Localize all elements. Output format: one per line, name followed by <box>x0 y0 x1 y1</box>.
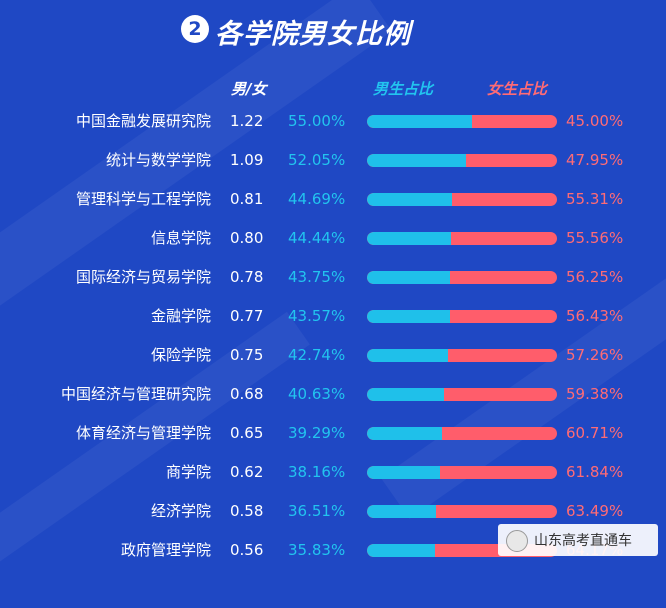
male-bar-segment <box>367 505 437 518</box>
male-bar-segment <box>367 544 436 557</box>
male-bar-segment <box>367 271 451 284</box>
male-percentage-label: 43.75% <box>288 268 346 286</box>
ratio-value: 0.75 <box>230 346 264 364</box>
college-name: 体育经济与管理学院 <box>75 424 211 442</box>
ratio-value: 0.58 <box>230 502 264 520</box>
female-bar-segment <box>367 115 557 128</box>
female-bar-segment <box>367 388 557 401</box>
female-percentage-label: 59.38% <box>566 385 624 403</box>
female-percentage-label: 55.31% <box>566 190 624 208</box>
chart-row: 金融学院 0.77 43.57% 56.43% <box>0 306 666 344</box>
section-number-badge: 2 <box>181 15 209 43</box>
male-percentage-label: 44.69% <box>288 190 346 208</box>
chart-title: 各学院男女比例 <box>215 19 411 50</box>
wechat-icon <box>506 530 528 552</box>
ratio-value: 1.09 <box>230 151 264 169</box>
college-name: 政府管理学院 <box>120 541 211 559</box>
male-bar-segment <box>367 388 445 401</box>
male-bar-segment <box>367 427 442 440</box>
college-name: 统计与数学学院 <box>105 151 211 169</box>
watermark-text: 山东高考直通车 <box>534 533 632 549</box>
female-bar-segment <box>367 193 557 206</box>
chart-row: 国际经济与贸易学院 0.78 43.75% 56.25% <box>0 267 666 305</box>
chart-row: 商学院 0.62 38.16% 61.84% <box>0 462 666 500</box>
male-bar-segment <box>367 310 450 323</box>
college-name: 保险学院 <box>150 346 211 364</box>
female-percentage-label: 56.25% <box>566 268 624 286</box>
male-bar-segment <box>367 232 452 245</box>
male-bar-segment <box>367 115 472 128</box>
chart-row: 统计与数学学院 1.09 52.05% 47.95% <box>0 150 666 188</box>
male-percentage-label: 43.57% <box>288 307 346 325</box>
chart-row: 中国金融发展研究院 1.22 55.00% 45.00% <box>0 111 666 149</box>
college-name: 商学院 <box>165 463 211 481</box>
male-percentage-label: 35.83% <box>288 541 346 559</box>
male-bar-segment <box>367 349 449 362</box>
female-percentage-label: 63.49% <box>566 502 624 520</box>
ratio-value: 0.80 <box>230 229 264 247</box>
female-percentage-label: 56.43% <box>566 307 624 325</box>
male-bar-segment <box>367 154 466 167</box>
female-percentage-label: 47.95% <box>566 151 624 169</box>
college-name: 信息学院 <box>150 229 211 247</box>
female-bar-segment <box>367 310 557 323</box>
female-percentage-label: 61.84% <box>566 463 624 481</box>
female-percentage-label: 60.71% <box>566 424 624 442</box>
college-name: 中国经济与管理研究院 <box>60 385 211 403</box>
chart-row: 中国经济与管理研究院 0.68 40.63% 59.38% <box>0 384 666 422</box>
chart-row: 体育经济与管理学院 0.65 39.29% 60.71% <box>0 423 666 461</box>
chart-row: 信息学院 0.80 44.44% 55.56% <box>0 228 666 266</box>
male-percentage-label: 44.44% <box>288 229 346 247</box>
ratio-value: 1.22 <box>230 112 264 130</box>
male-bar-segment <box>367 193 452 206</box>
female-bar-segment <box>367 271 557 284</box>
college-name: 中国金融发展研究院 <box>75 112 211 130</box>
ratio-value: 0.62 <box>230 463 264 481</box>
male-percentage-label: 39.29% <box>288 424 346 442</box>
ratio-value: 0.56 <box>230 541 264 559</box>
male-bar-segment <box>367 466 440 479</box>
college-name: 管理科学与工程学院 <box>75 190 211 208</box>
female-percentage-label: 45.00% <box>566 112 624 130</box>
male-percentage-label: 38.16% <box>288 463 346 481</box>
ratio-value: 0.81 <box>230 190 264 208</box>
male-percentage-label: 36.51% <box>288 502 346 520</box>
ratio-value: 0.77 <box>230 307 264 325</box>
watermark: 山东高考直通车 <box>498 524 658 556</box>
chart-row: 经济学院 0.58 36.51% 63.49% <box>0 501 666 539</box>
college-name: 金融学院 <box>150 307 211 325</box>
male-percentage-label: 42.74% <box>288 346 346 364</box>
male-percentage-label: 52.05% <box>288 151 346 169</box>
ratio-value: 0.65 <box>230 424 264 442</box>
female-percentage-label: 55.56% <box>566 229 624 247</box>
chart-header: 2 各学院男女比例 <box>0 10 666 50</box>
college-name: 经济学院 <box>150 502 211 520</box>
chart-row: 保险学院 0.75 42.74% 57.26% <box>0 345 666 383</box>
female-bar-segment <box>367 232 557 245</box>
ratio-value: 0.78 <box>230 268 264 286</box>
female-bar-segment <box>367 505 557 518</box>
college-name: 国际经济与贸易学院 <box>75 268 211 286</box>
female-bar-segment <box>367 349 557 362</box>
ratio-column-header: 男/女 <box>231 80 267 98</box>
female-column-header: 女生占比 <box>487 80 548 98</box>
female-bar-segment <box>367 466 557 479</box>
ratio-value: 0.68 <box>230 385 264 403</box>
male-column-header: 男生占比 <box>373 80 434 98</box>
female-bar-segment <box>367 427 557 440</box>
female-bar-segment <box>367 154 557 167</box>
male-percentage-label: 40.63% <box>288 385 346 403</box>
female-percentage-label: 57.26% <box>566 346 624 364</box>
male-percentage-label: 55.00% <box>288 112 346 130</box>
chart-row: 管理科学与工程学院 0.81 44.69% 55.31% <box>0 189 666 227</box>
